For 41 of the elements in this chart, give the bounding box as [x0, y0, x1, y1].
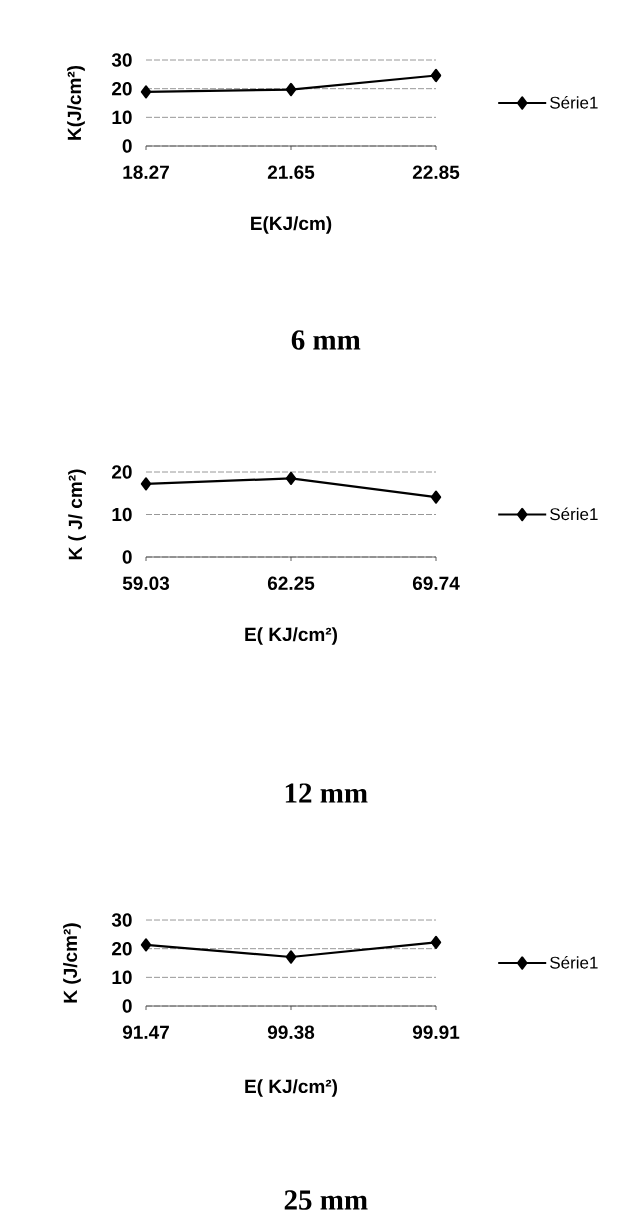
point — [430, 68, 442, 83]
y-tick-label: 0 — [122, 550, 132, 564]
x-tick-label: 59.03 — [122, 576, 170, 591]
y-axis-title: K (J/cm²) — [63, 923, 81, 1003]
point — [430, 490, 442, 504]
x-tick-label: 91.47 — [122, 1025, 169, 1039]
y-tick-label: 0 — [122, 139, 132, 153]
x-tick-label: 22.85 — [412, 165, 460, 179]
point — [140, 85, 152, 99]
legend-label: Série1 — [550, 96, 598, 109]
point — [430, 935, 442, 949]
legend-label: Série1 — [550, 507, 598, 521]
y-tick-label: 30 — [111, 913, 132, 927]
point — [285, 950, 297, 964]
y-tick-label: 20 — [112, 465, 132, 479]
legend-label: Série1 — [550, 956, 598, 969]
x-axis-title: E(KJ/cm) — [251, 216, 332, 234]
x-tick-label: 99.38 — [267, 1025, 315, 1040]
point — [285, 82, 297, 97]
x-tick-label: 99.91 — [412, 1025, 460, 1039]
y-axis-title: K(J/cm²) — [67, 65, 85, 140]
x-tick-label: 21.65 — [267, 165, 315, 179]
point — [285, 471, 297, 485]
y-tick-label: 20 — [112, 81, 132, 96]
y-tick-label: 10 — [112, 507, 132, 522]
point — [140, 938, 152, 952]
y-tick-label: 20 — [112, 941, 132, 956]
y-tick-label: 10 — [112, 110, 132, 125]
x-tick-label: 62.25 — [267, 576, 315, 590]
x-axis-title: E( KJ/cm²) — [245, 1079, 338, 1097]
x-tick-label: 69.74 — [412, 576, 460, 590]
text: 6 mm — [291, 330, 361, 350]
x-axis-title: E( KJ/cm²) — [245, 627, 338, 645]
text: 25 mm — [284, 1190, 368, 1210]
text: 12 mm — [285, 783, 368, 803]
y-tick-label: 30 — [111, 53, 132, 67]
y-tick-label: 0 — [122, 999, 132, 1013]
y-tick-label: 10 — [112, 970, 132, 985]
point — [140, 477, 152, 491]
x-tick-label: 18.27 — [123, 165, 169, 179]
y-axis-title: K ( J/ cm²) — [68, 469, 86, 560]
